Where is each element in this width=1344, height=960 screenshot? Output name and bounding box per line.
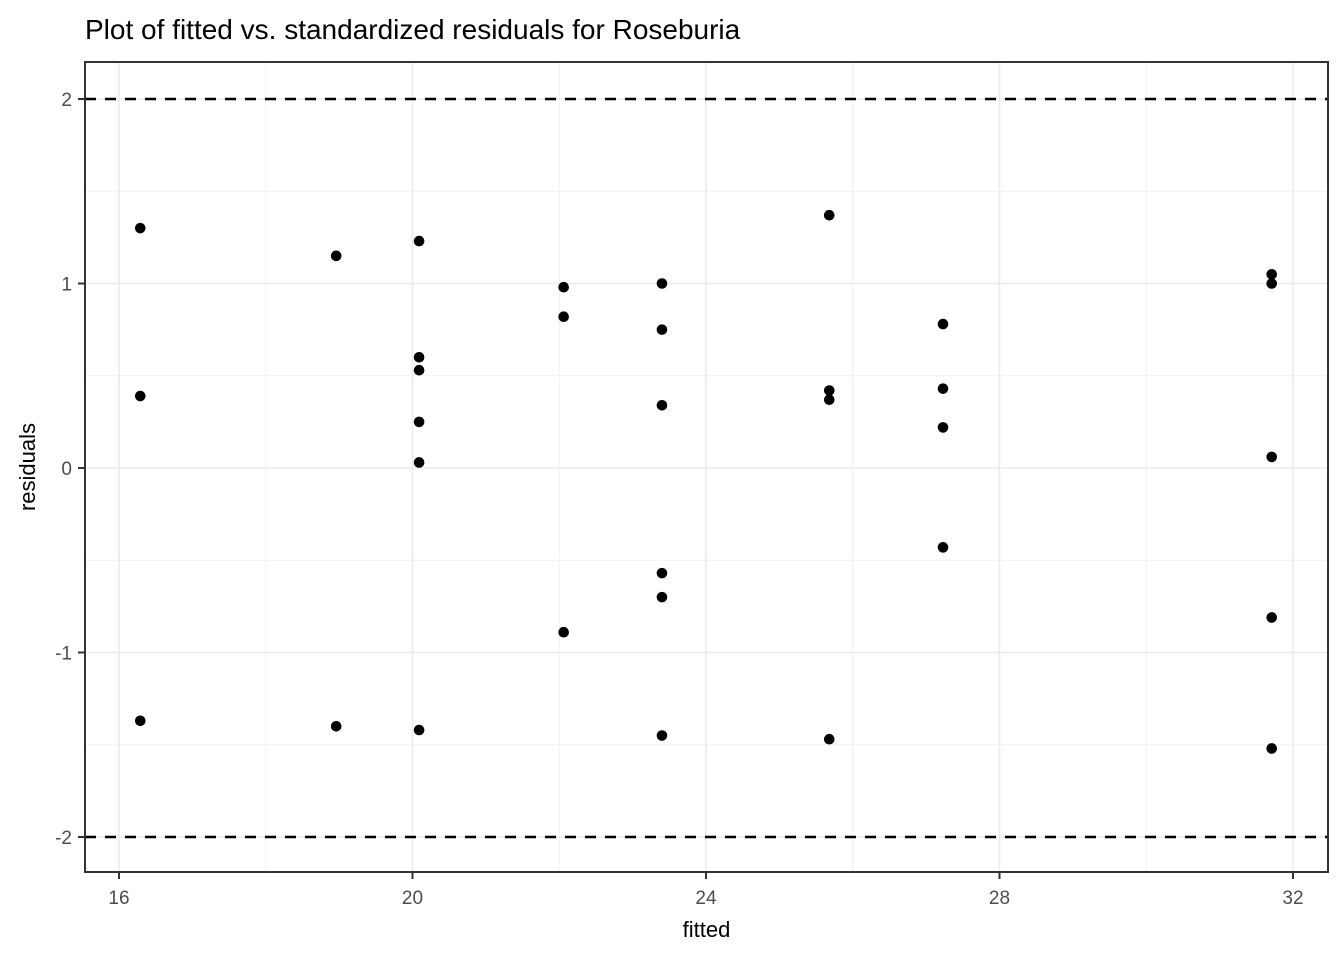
data-point xyxy=(1266,451,1278,463)
data-point xyxy=(1266,278,1278,289)
data-point xyxy=(413,457,425,468)
data-point xyxy=(823,385,835,396)
x-tick-label: 20 xyxy=(402,888,423,909)
y-tick-label: 1 xyxy=(61,275,72,296)
data-point xyxy=(558,311,569,323)
plot-title: Plot of fitted vs. standardized residual… xyxy=(85,14,741,45)
data-point xyxy=(937,422,949,433)
data-point xyxy=(413,364,425,376)
data-point xyxy=(823,733,835,745)
data-point xyxy=(656,591,668,603)
data-point xyxy=(413,416,425,428)
data-point xyxy=(330,721,342,732)
x-tick-label: 24 xyxy=(695,888,717,909)
data-point xyxy=(823,394,835,406)
y-tick-label: 2 xyxy=(61,90,72,111)
data-point xyxy=(1266,612,1278,623)
y-axis-title: residuals xyxy=(15,422,40,512)
data-point xyxy=(1266,743,1278,754)
data-point xyxy=(558,281,569,293)
data-point xyxy=(134,715,146,727)
data-point xyxy=(656,567,668,579)
x-axis-title: fitted xyxy=(682,917,731,942)
data-point xyxy=(656,278,668,289)
y-tick-label: -2 xyxy=(55,828,72,849)
data-point xyxy=(413,352,425,363)
data-point xyxy=(656,324,668,335)
data-point xyxy=(558,626,569,638)
x-tick-label: 32 xyxy=(1282,888,1303,909)
data-point xyxy=(937,318,949,330)
data-point xyxy=(413,724,425,736)
data-point xyxy=(330,250,342,262)
data-point xyxy=(656,399,668,411)
x-tick-label: 28 xyxy=(989,888,1010,909)
data-point xyxy=(413,235,425,247)
data-point xyxy=(937,383,949,394)
y-tick-label: -1 xyxy=(55,644,72,665)
data-point xyxy=(134,390,146,402)
data-point xyxy=(823,209,835,221)
data-point xyxy=(134,222,146,234)
y-tick-label: 0 xyxy=(61,459,72,480)
x-tick-label: 16 xyxy=(108,888,129,909)
data-point xyxy=(656,730,668,741)
data-point xyxy=(937,542,949,553)
data-point xyxy=(1266,268,1278,280)
